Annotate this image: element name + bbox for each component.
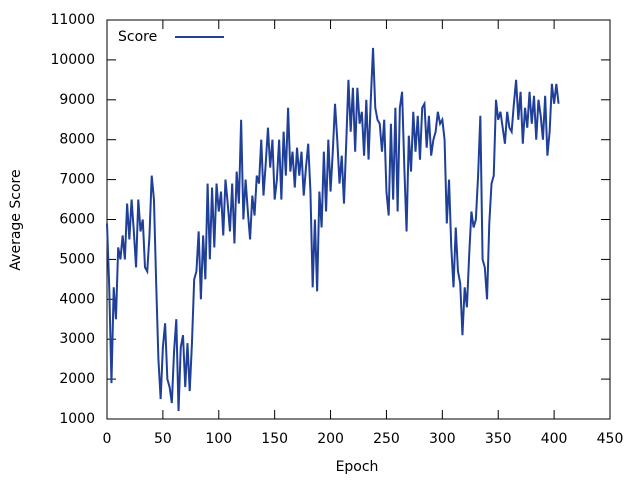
x-tick-label: 150 xyxy=(261,431,288,447)
x-tick-label: 50 xyxy=(154,431,172,447)
x-tick-label: 250 xyxy=(373,431,400,447)
x-tick-label: 400 xyxy=(541,431,568,447)
x-tick-label: 350 xyxy=(485,431,512,447)
y-tick-label: 11000 xyxy=(50,12,95,28)
y-tick-label: 3000 xyxy=(59,331,95,347)
legend-label: Score xyxy=(118,29,157,45)
y-tick-label: 1000 xyxy=(59,411,95,427)
x-tick-label: 200 xyxy=(317,431,344,447)
y-tick-label: 4000 xyxy=(59,291,95,307)
y-axis-label: Average Score xyxy=(8,169,24,270)
y-tick-label: 10000 xyxy=(50,52,95,68)
x-tick-label: 0 xyxy=(103,431,112,447)
y-tick-label: 2000 xyxy=(59,371,95,387)
y-tick-label: 8000 xyxy=(59,132,95,148)
y-tick-label: 9000 xyxy=(59,92,95,108)
y-tick-label: 7000 xyxy=(59,172,95,188)
y-tick-label: 5000 xyxy=(59,251,95,267)
x-tick-label: 450 xyxy=(597,431,624,447)
x-tick-label: 100 xyxy=(205,431,232,447)
x-tick-label: 300 xyxy=(429,431,456,447)
x-axis-label: Epoch xyxy=(336,459,379,475)
plot-frame xyxy=(106,19,611,420)
y-tick-label: 6000 xyxy=(59,212,95,228)
series-line xyxy=(106,47,560,412)
